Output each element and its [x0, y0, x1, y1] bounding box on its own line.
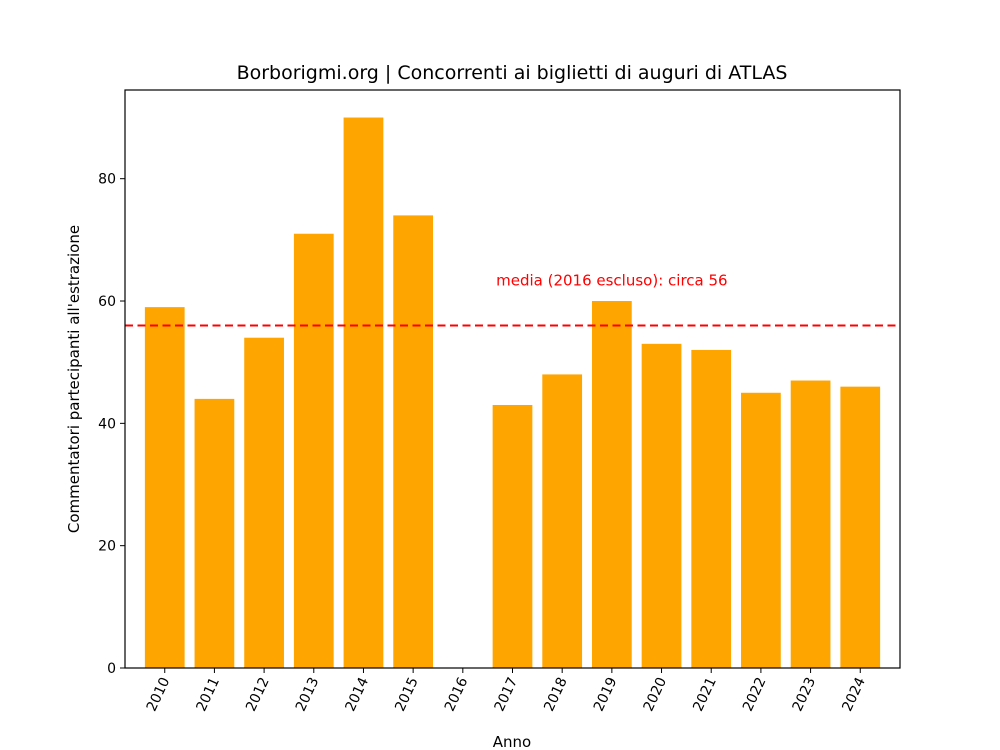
x-tick-label-2012: 2012	[243, 675, 273, 714]
bar-2011	[194, 398, 235, 668]
bar-2022	[741, 392, 781, 668]
chart-title: Borborigmi.org | Concorrenti ai bigliett…	[237, 62, 788, 84]
bar-2023	[790, 380, 831, 668]
x-tick-label-2013: 2013	[293, 675, 323, 714]
bar-2017	[492, 404, 533, 668]
bar-2024	[840, 386, 881, 668]
y-tick-label: 0	[107, 661, 116, 677]
x-tick-label-2022: 2022	[740, 675, 770, 714]
y-tick-label: 80	[98, 172, 116, 188]
bar-2010	[144, 307, 185, 668]
x-tick-label-2019: 2019	[591, 675, 621, 714]
bar-2020	[641, 343, 682, 668]
bar-2014	[343, 117, 384, 669]
y-axis-ticks: 0 20 40 60 80	[98, 172, 125, 677]
x-tick-label-2016: 2016	[442, 675, 472, 714]
x-tick-label-2023: 2023	[790, 675, 820, 714]
x-axis-title: Anno	[493, 733, 531, 750]
y-tick-label: 20	[98, 539, 116, 555]
bar-2018	[542, 374, 583, 668]
bar-2015	[393, 215, 434, 669]
bars-group	[144, 117, 881, 669]
bar-2021	[691, 349, 732, 668]
x-tick-label-2024: 2024	[839, 675, 869, 714]
x-tick-label-2014: 2014	[343, 675, 373, 714]
x-tick-label-2020: 2020	[641, 675, 671, 714]
y-tick-label: 60	[98, 294, 116, 310]
x-tick-label-2021: 2021	[690, 675, 720, 714]
bar-2019	[591, 301, 632, 668]
y-axis-title: Commentatori partecipanti all'estrazione	[65, 225, 83, 533]
x-tick-label-2011: 2011	[193, 675, 223, 714]
y-tick-label: 40	[98, 416, 116, 432]
x-tick-label-2018: 2018	[541, 675, 571, 714]
average-annotation: media (2016 escluso): circa 56	[496, 272, 727, 290]
x-tick-label-2017: 2017	[492, 675, 522, 714]
bar-2012	[244, 337, 284, 668]
x-tick-label-2010: 2010	[144, 675, 174, 714]
bar-2013	[293, 233, 334, 668]
x-tick-label-2015: 2015	[392, 675, 422, 714]
x-axis-ticks: 2010 2011 2012 2013 2014 2015 2016 2017 2018 2019…	[144, 668, 869, 714]
plot-frame	[124, 89, 901, 669]
